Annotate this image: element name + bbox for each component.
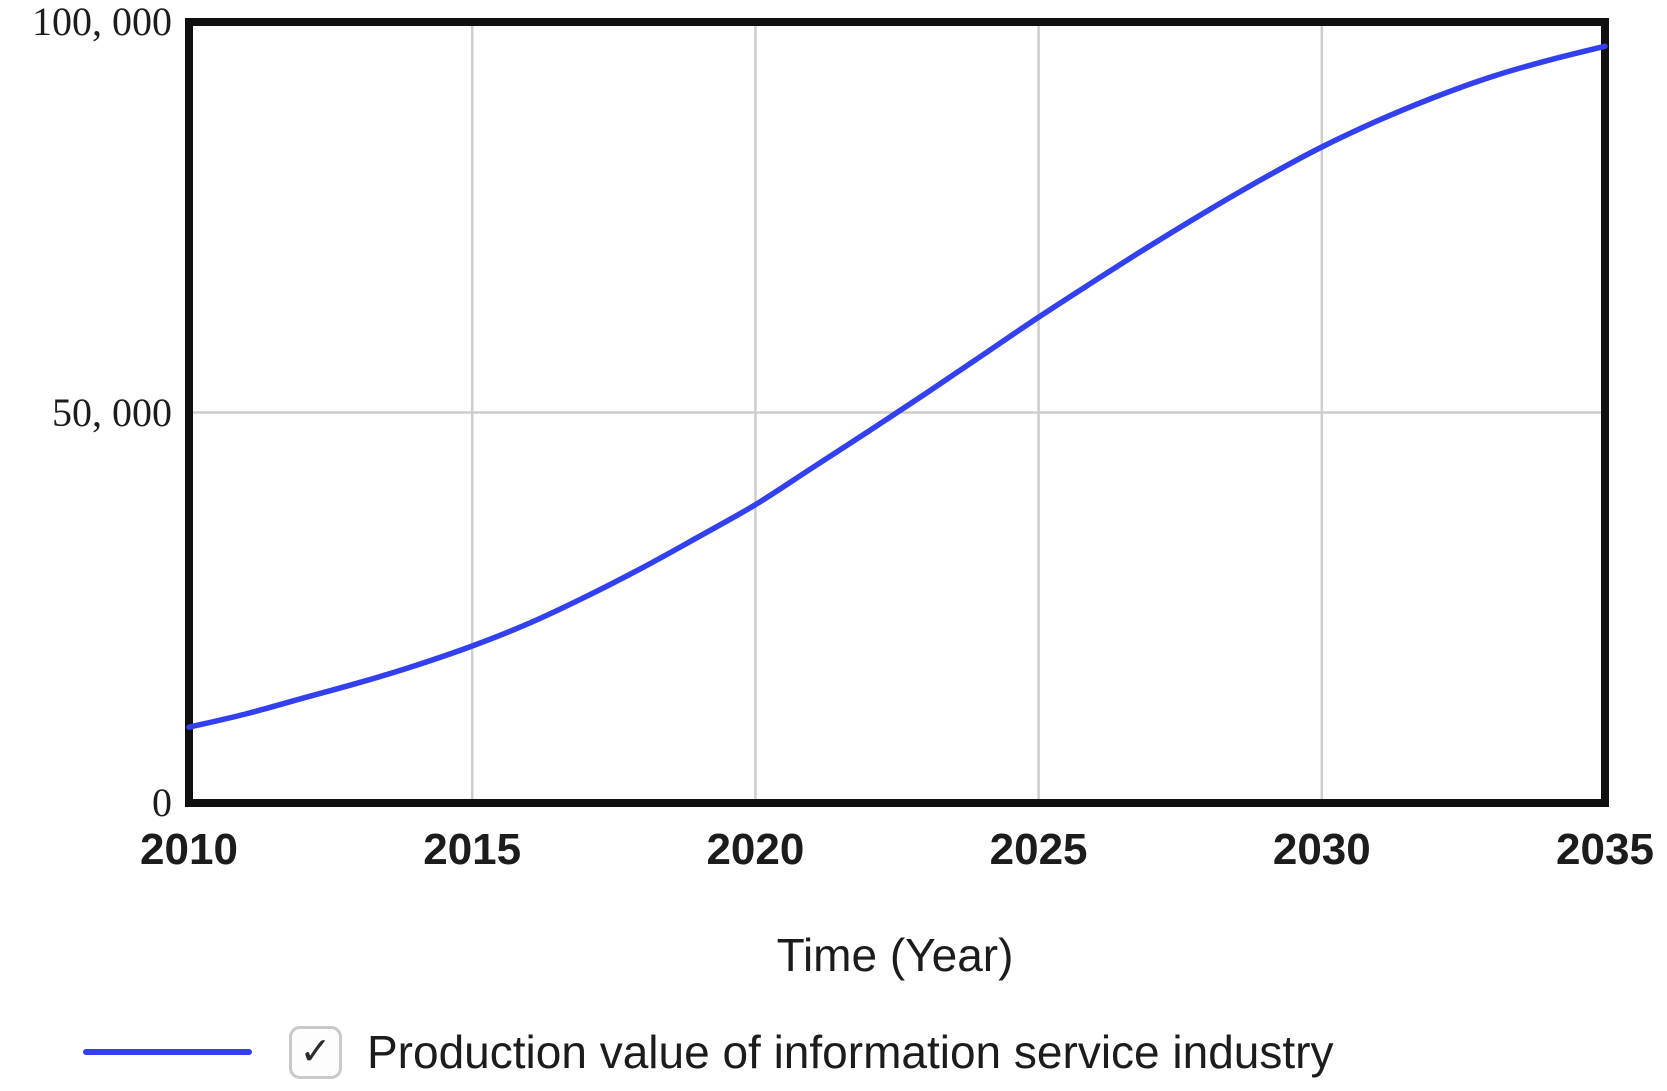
checkmark-icon: ✓ <box>299 1029 332 1073</box>
y-tick-label: 0 <box>152 780 172 825</box>
x-tick-label: 2020 <box>706 825 805 874</box>
x-tick-label: 2010 <box>140 825 238 874</box>
y-tick-label: 100, 000 <box>32 0 172 44</box>
x-axis-title: Time (Year) <box>776 929 1014 981</box>
legend-label: Production value of information service … <box>367 1026 1334 1078</box>
y-tick-label: 50, 000 <box>52 389 172 435</box>
x-tick-label: 2030 <box>1272 825 1371 874</box>
legend-checkbox[interactable]: ✓ <box>289 1025 342 1079</box>
series-line <box>186 43 1608 730</box>
x-tick-label: 2015 <box>423 825 522 874</box>
plot-frame <box>185 18 1609 807</box>
x-tick-label: 2035 <box>1556 825 1654 874</box>
legend: ✓ Production value of information servic… <box>83 1019 1333 1085</box>
x-tick-label: 2025 <box>989 825 1088 874</box>
legend-line-swatch <box>83 1049 252 1055</box>
